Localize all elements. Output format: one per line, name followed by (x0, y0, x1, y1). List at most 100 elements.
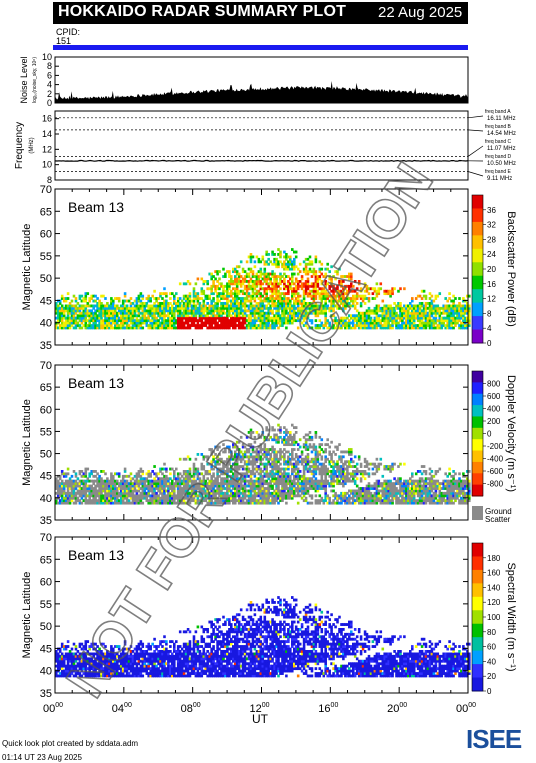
power-cell (235, 297, 239, 300)
velocity-cell (281, 472, 284, 476)
velocity-cell (226, 465, 229, 468)
velocity-cell (226, 479, 229, 483)
power-cell (94, 319, 97, 323)
power-cell (257, 314, 261, 318)
velocity-cell (188, 491, 192, 495)
power-cell (251, 297, 255, 300)
power-cell (230, 309, 233, 313)
power-cell (102, 294, 105, 298)
velocity-cell (224, 482, 227, 486)
velocity-cell (234, 482, 237, 486)
power-cell (251, 284, 255, 288)
power-cell (296, 287, 300, 291)
power-cell (462, 324, 465, 327)
velocity-cell (220, 477, 223, 481)
power-cell (218, 314, 221, 318)
velocity-cell (190, 499, 194, 503)
power-cell (263, 267, 267, 271)
velocity-cell (153, 494, 156, 498)
power-cell (153, 314, 156, 318)
velocity-cell (106, 491, 109, 495)
power-cell (121, 321, 125, 325)
power-cell (58, 319, 62, 323)
power-cell (167, 306, 170, 310)
power-cell (155, 319, 158, 323)
power-cell (239, 282, 243, 286)
power-cell (186, 309, 190, 313)
velocity-cell (230, 453, 233, 456)
power-cell (230, 304, 233, 308)
velocity-cell (143, 496, 147, 500)
power-cell (194, 316, 198, 320)
velocity-cell (210, 467, 213, 471)
power-cell (175, 319, 178, 323)
velocity-cell (106, 479, 109, 483)
power-cell (173, 294, 176, 298)
power-cell (78, 326, 82, 330)
power-cell (446, 309, 449, 313)
power-cell (117, 306, 121, 310)
power-cell (218, 326, 221, 330)
power-cell (55, 302, 58, 305)
velocity-cell (208, 491, 211, 495)
power-cell (102, 326, 105, 330)
velocity-cell (241, 474, 245, 478)
velocity-cell (277, 496, 280, 500)
velocity-cell (62, 499, 66, 503)
velocity-cell (188, 487, 192, 490)
power-cell (381, 299, 385, 303)
power-cell (310, 304, 314, 308)
power-cell (119, 314, 123, 318)
power-cell (149, 304, 152, 308)
power-cell (412, 304, 416, 308)
power-cell (324, 302, 327, 305)
power-cell (114, 321, 117, 325)
power-cell (131, 306, 135, 310)
power-cell (94, 304, 97, 308)
power-cell (412, 316, 416, 320)
power-cell (257, 275, 261, 278)
power-cell (216, 302, 219, 305)
power-cell (64, 299, 68, 303)
power-cell (232, 292, 235, 296)
power-cell (464, 309, 467, 313)
power-cell (434, 294, 438, 298)
power-cell (60, 306, 64, 310)
velocity-cell (74, 484, 78, 488)
power-cell (287, 267, 290, 271)
velocity-cell (110, 474, 113, 478)
velocity-cell (287, 462, 290, 466)
power-cell (88, 297, 91, 300)
velocity-cell (289, 431, 292, 434)
velocity-cell (300, 457, 304, 461)
power-cell (234, 314, 237, 318)
velocity-cell (257, 450, 261, 454)
power-cell (277, 292, 280, 296)
power-cell (279, 253, 282, 256)
velocity-cell (78, 484, 82, 488)
velocity-cell (245, 448, 249, 451)
power-cell (159, 294, 162, 298)
power-cell (440, 326, 444, 330)
power-cell (110, 304, 113, 308)
velocity-cell (149, 474, 152, 478)
power-cell (389, 316, 392, 320)
power-cell (141, 311, 145, 315)
power-cell (202, 289, 206, 293)
power-cell (255, 282, 259, 286)
power-cell (373, 287, 377, 291)
power-cell (151, 314, 154, 318)
power-cell (263, 324, 267, 327)
power-cell (438, 326, 442, 330)
velocity-cell (281, 477, 284, 481)
power-cell (375, 294, 379, 298)
velocity-cell (314, 470, 318, 473)
power-cell (330, 302, 333, 305)
velocity-cell (176, 482, 180, 486)
power-cell (169, 292, 172, 296)
power-cell (340, 299, 343, 303)
velocity-cell (137, 496, 141, 500)
velocity-cell (141, 494, 145, 498)
velocity-cell (310, 496, 314, 500)
power-cell (210, 319, 213, 323)
